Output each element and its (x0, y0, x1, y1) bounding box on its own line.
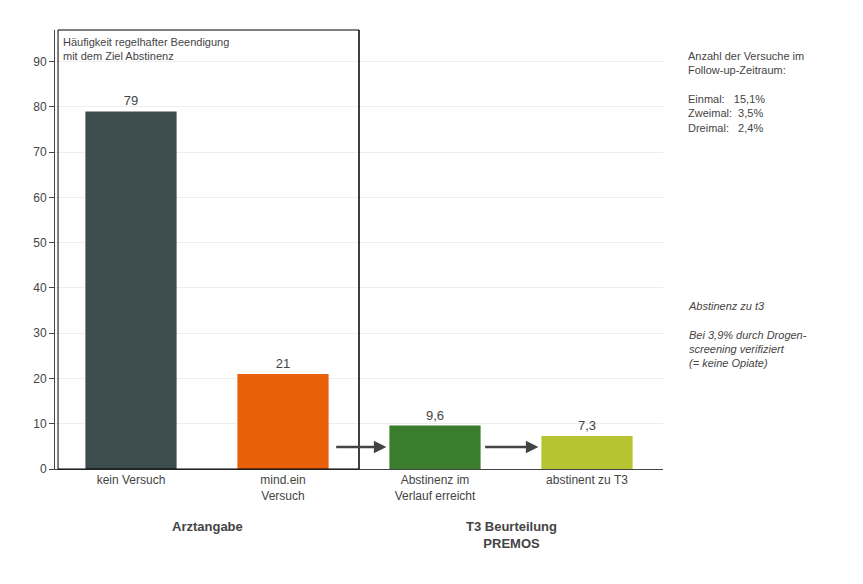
svg-text:Arztangabe: Arztangabe (172, 519, 243, 534)
svg-text:60: 60 (33, 191, 47, 205)
svg-text:abstinent zu T3: abstinent zu T3 (546, 473, 628, 487)
svg-text:21: 21 (276, 356, 290, 371)
svg-text:Anzahl der Versuche imFollow-u: Anzahl der Versuche imFollow-up-Zeitraum… (688, 50, 804, 134)
svg-text:70: 70 (33, 145, 47, 159)
svg-text:79: 79 (124, 93, 138, 108)
svg-text:30: 30 (33, 326, 47, 340)
svg-text:mind.einVersuch: mind.einVersuch (260, 473, 305, 503)
svg-text:0: 0 (40, 462, 47, 476)
svg-text:80: 80 (33, 100, 47, 114)
svg-text:Abstinenz imVerlauf erreicht: Abstinenz imVerlauf erreicht (395, 473, 476, 503)
svg-text:9,6: 9,6 (426, 408, 444, 423)
svg-text:40: 40 (33, 281, 47, 295)
svg-text:10: 10 (33, 417, 47, 431)
svg-text:Abstinenz zu t3Bei 3,9% durch: Abstinenz zu t3Bei 3,9% durch Drogen-scr… (688, 300, 807, 369)
svg-text:Häufigkeit regelhafter Beendig: Häufigkeit regelhafter Beendigungmit dem… (63, 36, 229, 62)
svg-text:50: 50 (33, 236, 47, 250)
svg-text:20: 20 (33, 372, 47, 386)
svg-text:T3 BeurteilungPREMOS: T3 BeurteilungPREMOS (466, 519, 557, 551)
svg-text:7,3: 7,3 (578, 418, 596, 433)
svg-text:90: 90 (33, 55, 47, 69)
svg-text:kein Versuch: kein Versuch (97, 473, 166, 487)
